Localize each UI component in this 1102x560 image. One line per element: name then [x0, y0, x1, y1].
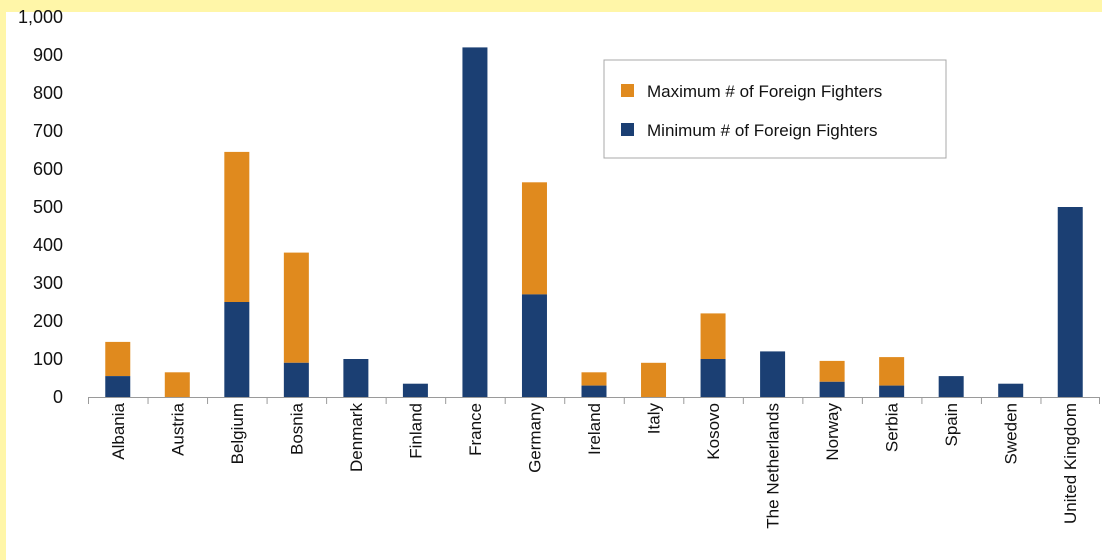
y-tick-label: 500: [33, 197, 63, 217]
bar-min-germany: [521, 294, 547, 397]
left-strip: [0, 0, 6, 560]
legend-box: [603, 59, 947, 159]
bar-max-norway: [819, 360, 845, 382]
y-tick-label: 700: [33, 121, 63, 141]
y-tick-label: 900: [33, 45, 63, 65]
x-tick-label: Italy: [645, 403, 664, 435]
bar-min-denmark: [343, 359, 369, 397]
bar-min-kosovo: [700, 359, 726, 397]
bar-max-belgium: [224, 151, 250, 302]
bar-max-italy: [641, 362, 667, 397]
y-tick-label: 800: [33, 83, 63, 103]
x-tick-label: Norway: [823, 403, 842, 461]
bar-min-belgium: [224, 302, 250, 397]
x-tick-label: Kosovo: [704, 403, 723, 460]
x-tick-label: Austria: [168, 402, 187, 455]
x-tick-label: Bosnia: [287, 402, 306, 455]
top-strip: [0, 0, 1102, 12]
bar-min-sweden: [998, 383, 1024, 397]
legend-swatch-minimum: [621, 123, 634, 136]
y-tick-label: 300: [33, 273, 63, 293]
bar-min-ireland: [581, 385, 607, 397]
y-tick-label: 400: [33, 235, 63, 255]
x-tick-label: France: [466, 403, 485, 456]
bar-min-france: [462, 47, 488, 398]
bar-min-united-kingdom: [1057, 207, 1083, 397]
x-axis: Albania Austria Belgium Bosnia Denmark Finlan…: [88, 397, 1100, 529]
x-tick-label: Spain: [942, 403, 961, 446]
x-tick-label: Denmark: [347, 403, 366, 472]
bar-min-albania: [105, 376, 131, 397]
bar-min-finland: [402, 383, 428, 397]
bar-max-bosnia: [283, 252, 309, 363]
x-tick-label: United Kingdom: [1061, 403, 1080, 524]
x-tick-label: The Netherlands: [764, 403, 783, 529]
bar-max-serbia: [879, 357, 905, 386]
legend-swatch-maximum: [621, 84, 634, 97]
y-tick-label: 1,000: [18, 7, 63, 27]
x-tick-label: Belgium: [228, 403, 247, 464]
x-tick-label: Ireland: [585, 403, 604, 455]
y-tick-label: 200: [33, 311, 63, 331]
bar-max-germany: [521, 182, 547, 295]
bar-min-serbia: [879, 385, 905, 397]
legend-label-maximum: Maximum # of Foreign Fighters: [647, 82, 882, 101]
x-tick-label: Sweden: [1002, 403, 1021, 464]
y-tick-label: 0: [53, 387, 63, 407]
y-tick-label: 100: [33, 349, 63, 369]
bar-max-kosovo: [700, 313, 726, 359]
legend: Maximum # of Foreign Fighters Minimum # …: [603, 59, 947, 159]
bar-min-bosnia: [283, 362, 309, 397]
x-tick-label: Germany: [525, 403, 544, 473]
bar-min-norway: [819, 381, 845, 397]
bar-min-spain: [938, 376, 964, 397]
bar-min-the-netherlands: [760, 351, 786, 397]
bar-max-austria: [164, 372, 190, 397]
legend-label-minimum: Minimum # of Foreign Fighters: [647, 121, 878, 140]
bar-max-albania: [105, 341, 131, 377]
bar-max-ireland: [581, 372, 607, 386]
x-tick-label: Finland: [406, 403, 425, 459]
y-axis: 0 100 200 300 400 500 600 700 800 900 1,000: [18, 7, 63, 407]
x-tick-label: Serbia: [883, 402, 902, 452]
bars: [105, 47, 1083, 398]
y-tick-label: 600: [33, 159, 63, 179]
x-tick-label: Albania: [109, 402, 128, 459]
